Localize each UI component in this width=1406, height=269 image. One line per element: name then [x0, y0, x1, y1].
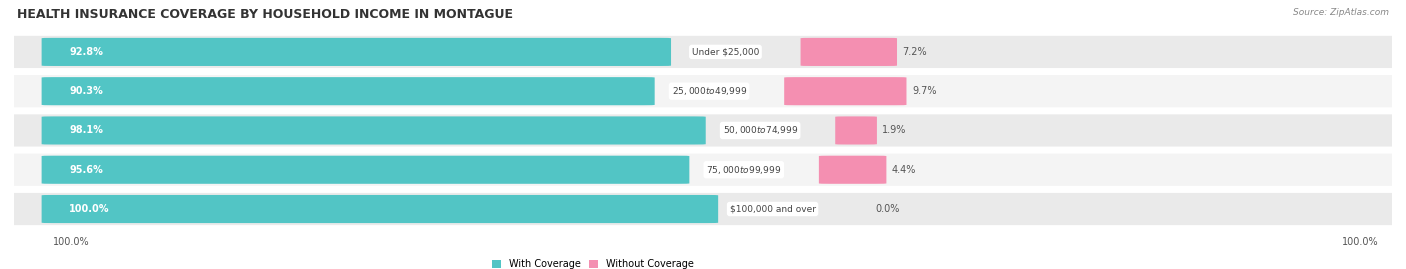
Text: $100,000 and over: $100,000 and over: [730, 204, 815, 214]
Text: $75,000 to $99,999: $75,000 to $99,999: [706, 164, 782, 176]
Text: Source: ZipAtlas.com: Source: ZipAtlas.com: [1294, 8, 1389, 17]
Text: $25,000 to $49,999: $25,000 to $49,999: [672, 85, 747, 97]
FancyBboxPatch shape: [42, 77, 655, 105]
Text: 9.7%: 9.7%: [912, 86, 936, 96]
Text: 0.0%: 0.0%: [875, 204, 900, 214]
Text: HEALTH INSURANCE COVERAGE BY HOUSEHOLD INCOME IN MONTAGUE: HEALTH INSURANCE COVERAGE BY HOUSEHOLD I…: [17, 8, 513, 21]
FancyBboxPatch shape: [0, 75, 1406, 107]
FancyBboxPatch shape: [785, 77, 907, 105]
FancyBboxPatch shape: [818, 156, 886, 184]
FancyBboxPatch shape: [42, 116, 706, 144]
FancyBboxPatch shape: [800, 38, 897, 66]
Text: 7.2%: 7.2%: [903, 47, 927, 57]
FancyBboxPatch shape: [42, 156, 689, 184]
FancyBboxPatch shape: [835, 116, 877, 144]
Text: 100.0%: 100.0%: [52, 237, 89, 247]
FancyBboxPatch shape: [42, 38, 671, 66]
Text: 92.8%: 92.8%: [69, 47, 103, 57]
FancyBboxPatch shape: [0, 114, 1406, 147]
Text: 1.9%: 1.9%: [883, 125, 907, 136]
Text: 4.4%: 4.4%: [891, 165, 917, 175]
FancyBboxPatch shape: [0, 154, 1406, 186]
Text: 98.1%: 98.1%: [69, 125, 103, 136]
Text: 100.0%: 100.0%: [1341, 237, 1378, 247]
FancyBboxPatch shape: [0, 193, 1406, 225]
FancyBboxPatch shape: [0, 36, 1406, 68]
Text: 100.0%: 100.0%: [69, 204, 110, 214]
Text: 95.6%: 95.6%: [69, 165, 103, 175]
Text: 90.3%: 90.3%: [69, 86, 103, 96]
FancyBboxPatch shape: [42, 195, 718, 223]
Text: Under $25,000: Under $25,000: [692, 47, 759, 56]
Text: $50,000 to $74,999: $50,000 to $74,999: [723, 125, 797, 136]
Legend: With Coverage, Without Coverage: With Coverage, Without Coverage: [488, 255, 697, 269]
